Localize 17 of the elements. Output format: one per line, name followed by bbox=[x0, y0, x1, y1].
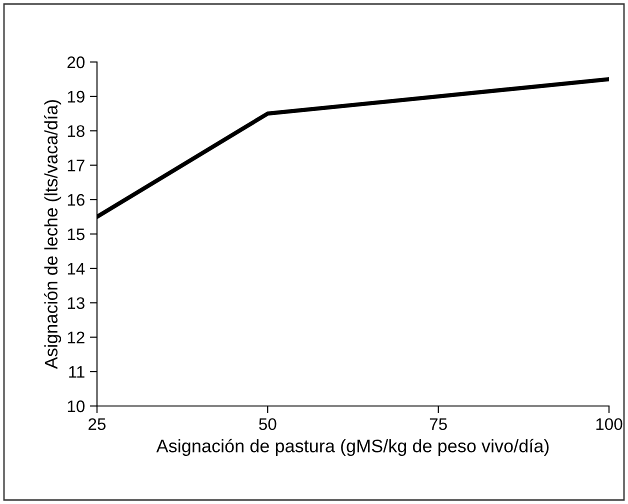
y-tick-label: 14 bbox=[68, 262, 85, 274]
y-tick-label: 13 bbox=[68, 297, 84, 310]
x-tick-label: 75 bbox=[430, 418, 447, 430]
x-axis-title: Asignación de pastura (gMS/kg de peso vivo/día) bbox=[156, 438, 549, 456]
y-tick-label: 20 bbox=[67, 56, 85, 68]
y-tick-label: 17 bbox=[68, 160, 84, 172]
y-tick-label: 19 bbox=[68, 90, 84, 103]
y-tick-label: 18 bbox=[68, 125, 84, 138]
x-tick-label: 25 bbox=[88, 418, 106, 430]
y-axis-title: Asignación de leche (lts/vaca/día) bbox=[44, 100, 62, 369]
y-tick-label: 11 bbox=[69, 366, 84, 378]
y-tick-label: 10 bbox=[68, 400, 85, 412]
y-tick-label: 15 bbox=[68, 228, 84, 240]
x-tick-label: 100 bbox=[596, 418, 622, 430]
x-tick-label: 50 bbox=[259, 418, 276, 430]
y-tick-label: 12 bbox=[68, 332, 84, 344]
y-tick-label: 16 bbox=[68, 194, 84, 206]
